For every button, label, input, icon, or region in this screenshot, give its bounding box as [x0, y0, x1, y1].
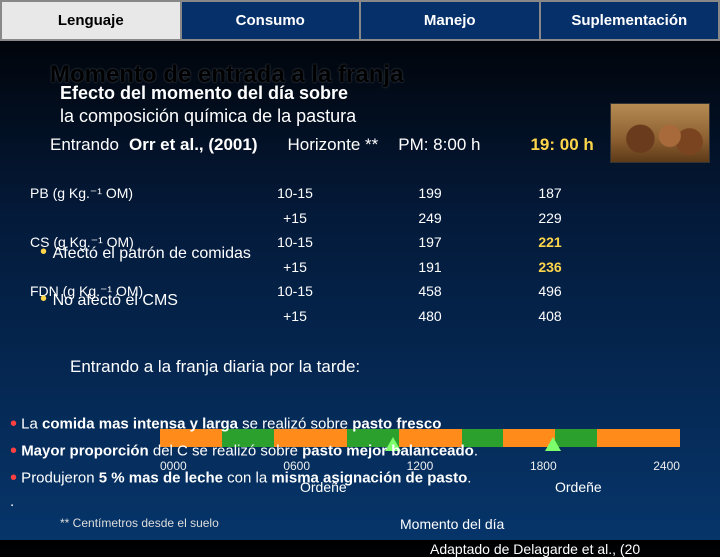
cell-h1: 191 [370, 259, 490, 275]
entrando-label: Entrando [50, 135, 119, 155]
bullet-bottom: • Produjeron 5 % mas de leche con la mis… [10, 465, 720, 492]
cattle-photo-icon [610, 103, 710, 163]
orr-cite: Orr et al., (2001) [129, 135, 258, 155]
orr-row: Entrando Orr et al., (2001) Horizonte **… [50, 135, 700, 155]
tabs: Lenguaje Consumo Manejo Suplementación [0, 0, 720, 41]
table-row: PB (g Kg.⁻¹ OM)10-15199187 [30, 181, 710, 206]
cell-horizonte: +15 [220, 210, 370, 226]
cell-h2: 221 [490, 234, 610, 251]
pm-head: PM: 8:00 h [398, 135, 480, 155]
bullet-bottom: • Mayor proporción del C se realizó sobr… [10, 438, 720, 465]
cell-h1: 458 [370, 283, 490, 300]
cell-h2: 236 [490, 259, 610, 275]
horizonte-head: Horizonte ** [288, 135, 379, 155]
cell-h1: 480 [370, 308, 490, 324]
cell-h2: 229 [490, 210, 610, 226]
cell-h2: 496 [490, 283, 610, 300]
cell-h2: 187 [490, 185, 610, 202]
bullet-bottom: • La comida mas intensa y larga se reali… [10, 411, 720, 438]
table-row: +15249229 [30, 206, 710, 230]
cell-variable [30, 210, 220, 226]
cell-h1: 249 [370, 210, 490, 226]
bullets-bottom: • La comida mas intensa y larga se reali… [10, 411, 720, 512]
cell-h2: 408 [490, 308, 610, 324]
cell-h1: 199 [370, 185, 490, 202]
tab-manejo[interactable]: Manejo [361, 2, 541, 39]
cell-horizonte: 10-15 [220, 185, 370, 202]
momento-label: Momento del día [400, 516, 504, 532]
footnote: ** Centímetros desde el suelo [60, 516, 219, 530]
bullet-bottom: . [10, 492, 720, 512]
bullet-afecto: Afectó el patrón de comidas [40, 241, 251, 264]
overlay-tarde: Entrando a la franja diaria por la tarde… [70, 357, 360, 377]
cell-h1: 197 [370, 234, 490, 251]
tab-suplementacion[interactable]: Suplementación [541, 2, 719, 39]
source-cite: Adaptado de Delagarde et al., (20 [430, 541, 640, 557]
hour2-head: 19: 00 h [530, 135, 593, 155]
bullet-no-afecto: No afectó el CMS [40, 288, 251, 311]
slide-content: Momento de entrada a la franja Efecto de… [0, 41, 720, 155]
bullets-top: Afectó el patrón de comidas No afectó el… [40, 241, 251, 311]
tab-lenguaje[interactable]: Lenguaje [2, 2, 182, 39]
tab-consumo[interactable]: Consumo [182, 2, 362, 39]
subtitle-2: la composición química de la pastura [60, 106, 700, 127]
cell-variable: PB (g Kg.⁻¹ OM) [30, 185, 220, 202]
